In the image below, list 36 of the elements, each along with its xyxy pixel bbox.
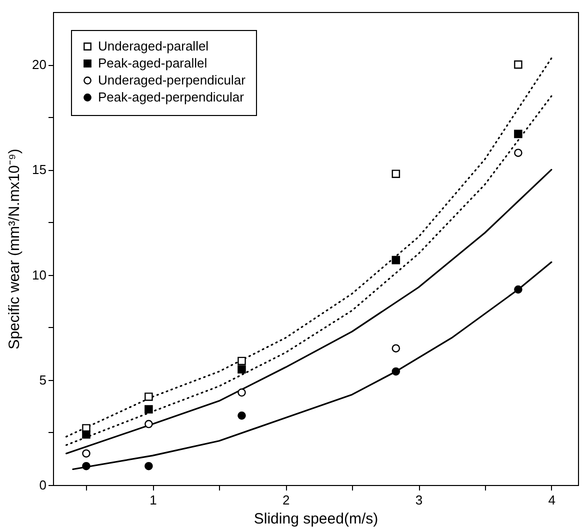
y-axis-title: Specific wear (mm³/N.mx10⁻⁹) bbox=[6, 148, 24, 350]
point bbox=[392, 170, 400, 178]
point bbox=[514, 60, 522, 69]
point bbox=[238, 412, 246, 420]
point bbox=[144, 462, 153, 470]
legend-label: Underaged-parallel bbox=[98, 38, 209, 54]
legend-label: Underaged-perpendicular bbox=[98, 72, 246, 88]
x-axis-title: Sliding speed(m/s) bbox=[254, 510, 378, 528]
y-tick-label: 20 bbox=[32, 57, 46, 72]
point bbox=[514, 130, 522, 138]
y-tick-label: 10 bbox=[32, 267, 46, 282]
point bbox=[82, 430, 90, 439]
point bbox=[392, 344, 400, 352]
point bbox=[82, 462, 90, 470]
point bbox=[144, 405, 153, 414]
point bbox=[392, 256, 400, 264]
point bbox=[144, 420, 153, 428]
point bbox=[514, 148, 522, 157]
point bbox=[514, 285, 522, 294]
x-tick-label: 3 bbox=[415, 492, 423, 508]
x-tick-label: 1 bbox=[150, 492, 157, 508]
point bbox=[238, 388, 246, 397]
y-tick-label: 0 bbox=[39, 478, 46, 492]
y-tick-label: 15 bbox=[32, 162, 46, 178]
point bbox=[238, 365, 246, 374]
x-tick-label: 4 bbox=[548, 492, 556, 508]
x-tick-label: 2 bbox=[282, 492, 290, 508]
point bbox=[82, 449, 90, 458]
legend-label: Peak-aged-perpendicular bbox=[98, 90, 245, 104]
legend-label: Peak-aged-parallel bbox=[98, 56, 208, 70]
y-tick-label: 5 bbox=[39, 372, 46, 388]
line-series bbox=[72, 261, 552, 470]
line-series bbox=[65, 168, 552, 454]
point bbox=[144, 392, 153, 401]
point bbox=[238, 356, 246, 366]
point bbox=[392, 367, 400, 376]
